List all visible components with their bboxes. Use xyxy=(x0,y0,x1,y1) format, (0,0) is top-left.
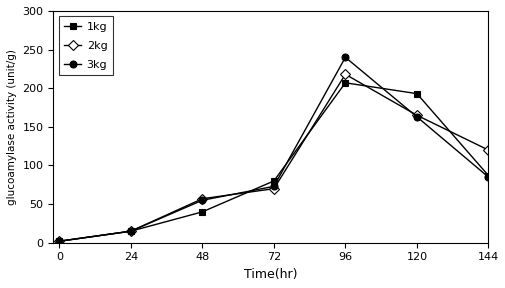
Line: 3kg: 3kg xyxy=(56,54,491,245)
2kg xyxy=(56,240,62,243)
3kg xyxy=(56,240,62,243)
1kg xyxy=(342,81,348,85)
3kg xyxy=(128,230,134,233)
3kg xyxy=(270,185,276,188)
Y-axis label: glucoamylase activity (unit/g): glucoamylase activity (unit/g) xyxy=(7,49,17,205)
3kg xyxy=(342,56,348,59)
1kg xyxy=(413,92,419,95)
Line: 1kg: 1kg xyxy=(56,79,491,245)
1kg xyxy=(56,240,62,243)
Line: 2kg: 2kg xyxy=(56,71,491,245)
1kg xyxy=(128,230,134,233)
2kg xyxy=(270,187,276,190)
2kg xyxy=(413,113,419,117)
1kg xyxy=(484,174,490,177)
1kg xyxy=(270,179,276,183)
2kg xyxy=(484,148,490,152)
Legend: 1kg, 2kg, 3kg: 1kg, 2kg, 3kg xyxy=(59,16,113,75)
3kg xyxy=(484,175,490,179)
1kg xyxy=(199,210,205,214)
2kg xyxy=(128,230,134,233)
2kg xyxy=(342,73,348,76)
3kg xyxy=(199,198,205,202)
X-axis label: Time(hr): Time(hr) xyxy=(243,268,297,281)
3kg xyxy=(413,115,419,119)
2kg xyxy=(199,197,205,200)
